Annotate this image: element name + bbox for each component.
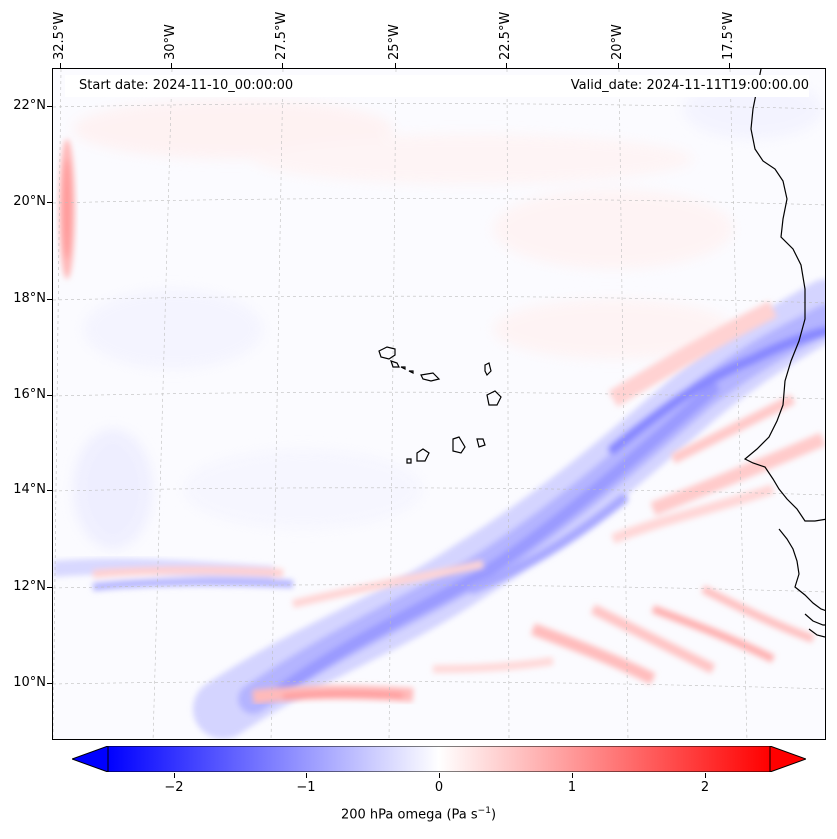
lon-tick — [60, 63, 61, 68]
lat-label-22n: 22°N — [13, 98, 46, 113]
colorbar-tick-label: 2 — [700, 780, 710, 795]
omega-field — [53, 69, 825, 739]
colorbar-tick-label: 1 — [567, 780, 577, 795]
lat-label-12n: 12°N — [13, 579, 46, 594]
colorbar-tick — [705, 773, 706, 778]
lat-tick — [47, 490, 52, 491]
lon-label-27-5w: 27.5°W — [274, 11, 289, 60]
lat-label-16n: 16°N — [13, 387, 46, 402]
cape-verde-islands — [378, 346, 502, 464]
colorbar-tick-label: 0 — [434, 780, 444, 795]
date-info-bar: Start date: 2024-11-10_00:00:00 Valid_da… — [65, 75, 809, 97]
lon-label-22-5w: 22.5°W — [498, 11, 513, 60]
lat-label-10n: 10°N — [13, 675, 46, 690]
colorbar-label: 200 hPa omega (Pa s−1) — [0, 806, 837, 822]
valid-date-label: Valid_date: 2024-11-11T19:00:00.00 — [570, 78, 809, 93]
colorbar-label-exponent: −1 — [477, 806, 491, 816]
lon-label-25w: 25°W — [387, 24, 402, 60]
lon-label-32-5w: 32.5°W — [52, 11, 67, 60]
lat-label-14n: 14°N — [13, 482, 46, 497]
omega-map: Start date: 2024-11-10_00:00:00 Valid_da… — [52, 68, 826, 740]
lat-label-20n: 20°N — [13, 194, 46, 209]
colorbar-tick — [439, 773, 440, 778]
lon-tick — [506, 63, 507, 68]
lat-tick — [47, 683, 52, 684]
colorbar — [72, 746, 806, 772]
lat-tick — [47, 202, 52, 203]
lon-label-20w: 20°W — [610, 24, 625, 60]
colorbar-tick-label: −2 — [164, 780, 184, 795]
colorbar-label-text: 200 hPa omega (Pa s — [340, 807, 478, 823]
lat-tick — [47, 299, 52, 300]
lat-tick — [47, 587, 52, 588]
lat-tick — [47, 395, 52, 396]
lat-tick — [47, 106, 52, 107]
colorbar-label-end: ) — [490, 807, 497, 823]
colorbar-tick — [174, 773, 175, 778]
lon-tick — [171, 63, 172, 68]
graticule — [53, 69, 825, 739]
lon-label-30w: 30°W — [163, 24, 178, 60]
colorbar-tick — [306, 773, 307, 778]
lon-label-17-5w: 17.5°W — [721, 11, 736, 60]
colorbar-tick — [572, 773, 573, 778]
colorbar-tick-label: −1 — [296, 780, 316, 795]
lon-tick — [395, 63, 396, 68]
lon-tick — [729, 63, 730, 68]
coastline — [743, 69, 825, 638]
lat-label-18n: 18°N — [13, 291, 46, 306]
lon-tick — [618, 63, 619, 68]
lon-tick — [282, 63, 283, 68]
start-date-label: Start date: 2024-11-10_00:00:00 — [79, 78, 294, 93]
